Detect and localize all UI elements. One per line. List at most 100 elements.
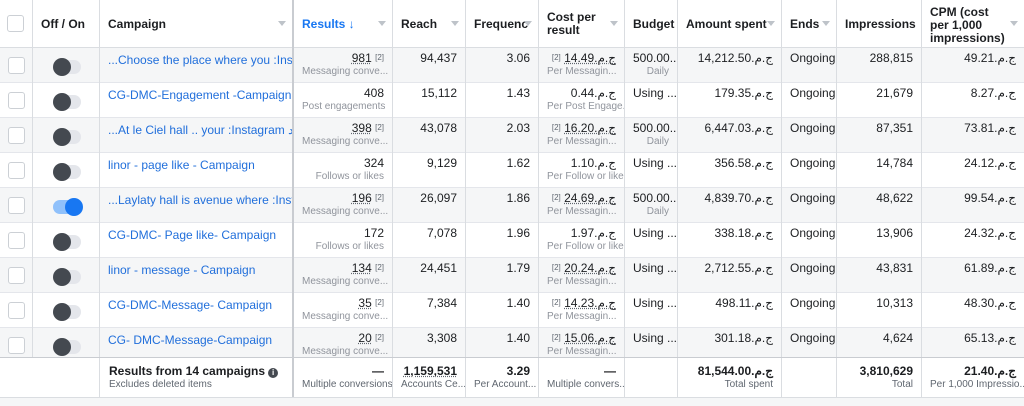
cost-per-result-footnote[interactable]: [2] [551, 53, 561, 62]
select-all-checkbox[interactable] [7, 15, 24, 32]
budget-period: Daily [646, 206, 669, 217]
budget-cell: Using ... [625, 293, 678, 328]
campaign-on-off-toggle[interactable] [53, 163, 81, 181]
cost-per-result-value: ج.م.1.10 [570, 156, 616, 170]
amount-spent-value: ج.م.2,712.55 [678, 258, 782, 293]
cost-per-result-cell: ج.م.14.49 [2] Per Messagin... [539, 48, 625, 83]
campaign-name-link[interactable]: linor - page like - Campaign [100, 153, 294, 188]
cost-per-result-cell: ج.م.15.06 [2] Per Messagin... [539, 328, 625, 363]
header-reach[interactable]: Reach [393, 0, 466, 48]
budget-cell: Using ... [625, 258, 678, 293]
row-checkbox[interactable] [8, 267, 25, 284]
results-footnote[interactable]: [2] [375, 53, 384, 62]
results-footnote[interactable]: [2] [375, 123, 384, 132]
campaign-on-off-toggle[interactable] [53, 303, 81, 321]
summary-subtitle: Excludes deleted items [109, 379, 212, 390]
row-select-cell [0, 118, 33, 153]
results-value: 981 [351, 51, 372, 65]
campaign-name-link[interactable]: CG-DMC- Page like- Campaign [100, 223, 294, 258]
row-toggle-cell [33, 188, 100, 223]
campaign-on-off-toggle[interactable] [53, 268, 81, 286]
cpm-value: ج.م.73.81 [964, 121, 1016, 135]
header-cost-per-result-label: Cost per result [547, 10, 596, 37]
header-ends[interactable]: Ends [782, 0, 837, 48]
header-budget-label: Budget [633, 16, 675, 31]
campaign-on-off-toggle[interactable] [53, 233, 81, 251]
table-row[interactable]: ...Choose the place where you :Inst... 98… [0, 48, 1024, 83]
campaign-name-link[interactable]: ...At le Ciel hall .. your :Instagram ور… [100, 118, 294, 153]
row-checkbox[interactable] [8, 92, 25, 109]
table-row[interactable]: ...Laylaty hall is avenue where :Insta..… [0, 188, 1024, 223]
summary-cpr-cell: — Multiple convers... [539, 358, 625, 398]
row-toggle-cell [33, 153, 100, 188]
toggle-knob [53, 338, 71, 356]
table-row[interactable]: linor - page like - Campaign 324 Follows o… [0, 153, 1024, 188]
header-frequency[interactable]: Frequenc [466, 0, 539, 48]
header-campaign[interactable]: Campaign [100, 0, 294, 48]
cost-per-result-type: Per Messagin... [547, 136, 617, 147]
row-checkbox[interactable] [8, 127, 25, 144]
row-checkbox[interactable] [8, 57, 25, 74]
summary-reach-sub: Accounts Ce... [401, 379, 466, 390]
campaign-name-link[interactable]: linor - message - Campaign [100, 258, 294, 293]
info-icon[interactable]: i [268, 368, 279, 378]
campaign-name-link[interactable]: CG-DMC-Engagement -Campaign [100, 83, 294, 118]
reach-value: 9,129 [393, 153, 466, 188]
cpm-value: ج.م.8.27 [970, 86, 1016, 100]
campaign-on-off-toggle[interactable] [53, 58, 81, 76]
horizontal-scrollbar-track[interactable] [0, 397, 1024, 406]
summary-impressions-sub: Total [891, 379, 913, 390]
row-toggle-cell [33, 258, 100, 293]
header-impressions[interactable]: Impressions [837, 0, 922, 48]
header-budget[interactable]: Budget [625, 0, 678, 48]
row-checkbox[interactable] [8, 197, 25, 214]
cost-per-result-footnote[interactable]: [2] [551, 298, 561, 307]
amount-spent-value: ج.م.14,212.50 [678, 48, 782, 83]
row-checkbox[interactable] [8, 337, 25, 354]
results-type: Follows or likes [315, 171, 384, 182]
row-checkbox[interactable] [8, 302, 25, 319]
table-row[interactable]: linor - message - Campaign 134 [2] Messagi… [0, 258, 1024, 293]
row-checkbox[interactable] [8, 162, 25, 179]
cost-per-result-value: ج.م.15.06 [564, 331, 616, 345]
table-row[interactable]: ...At le Ciel hall .. your :Instagram ور… [0, 118, 1024, 153]
campaign-name-link[interactable]: ...Laylaty hall is avenue where :Insta..… [100, 188, 294, 223]
campaign-on-off-toggle[interactable] [53, 338, 81, 356]
header-cost-per-result[interactable]: Cost per result [539, 0, 625, 48]
header-campaign-label: Campaign [108, 16, 167, 31]
header-results[interactable]: Results ↓ [294, 0, 393, 48]
header-cpm[interactable]: CPM (cost per 1,000 impressions) [922, 0, 1024, 48]
table-row[interactable]: CG-DMC-Message- Campaign 35 [2] Messaging … [0, 293, 1024, 328]
campaign-name-link[interactable]: ...Choose the place where you :Inst... [100, 48, 294, 83]
campaign-name-link[interactable]: CG- DMC-Message-Campaign [100, 328, 294, 363]
campaign-on-off-toggle[interactable] [53, 198, 83, 216]
campaign-on-off-toggle[interactable] [53, 128, 81, 146]
campaign-on-off-toggle[interactable] [53, 93, 81, 111]
results-type: Messaging conve... [302, 346, 389, 357]
header-ends-label: Ends [790, 16, 820, 31]
row-checkbox[interactable] [8, 232, 25, 249]
cost-per-result-footnote[interactable]: [2] [551, 123, 561, 132]
cost-per-result-footnote[interactable]: [2] [551, 333, 561, 342]
results-footnote[interactable]: [2] [375, 333, 384, 342]
cost-per-result-footnote[interactable]: [2] [551, 193, 561, 202]
results-footnote[interactable]: [2] [375, 193, 384, 202]
impressions-value: 14,784 [837, 153, 922, 188]
table-row[interactable]: CG-DMC-Engagement -Campaign 408 Post engag… [0, 83, 1024, 118]
toggle-knob [53, 268, 71, 286]
impressions-value: 10,313 [837, 293, 922, 328]
budget-value: Using ... [633, 156, 678, 170]
header-amount-spent-label: Amount spent [686, 16, 767, 31]
frequency-value: 1.79 [466, 258, 539, 293]
table-row[interactable]: CG-DMC- Page like- Campaign 172 Follows or… [0, 223, 1024, 258]
results-footnote[interactable]: [2] [375, 298, 384, 307]
header-amount-spent[interactable]: Amount spent [678, 0, 782, 48]
ends-value: Ongoing [782, 83, 837, 118]
toggle-knob [53, 233, 71, 251]
campaign-name-link[interactable]: CG-DMC-Message- Campaign [100, 293, 294, 328]
amount-spent-value: ج.م.356.58 [678, 153, 782, 188]
results-footnote[interactable]: [2] [375, 263, 384, 272]
cost-per-result-footnote[interactable]: [2] [551, 263, 561, 272]
cost-per-result-type: Per Messagin... [547, 311, 617, 322]
header-off-on[interactable]: Off / On [33, 0, 100, 48]
